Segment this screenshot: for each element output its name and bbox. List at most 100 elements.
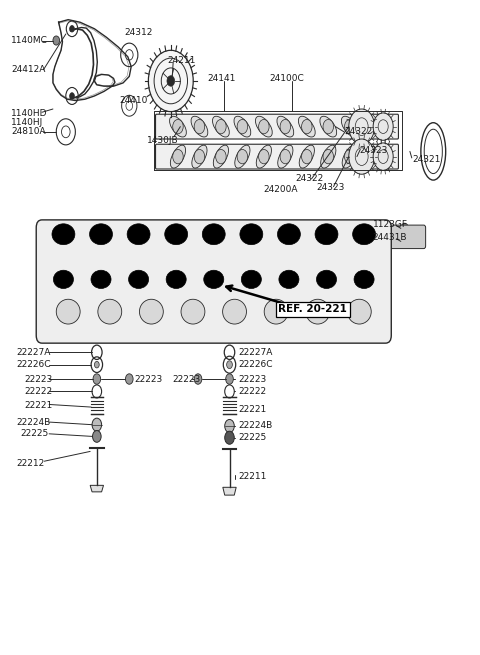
Circle shape bbox=[216, 119, 226, 134]
Circle shape bbox=[237, 149, 248, 164]
Text: 24431B: 24431B bbox=[372, 233, 407, 242]
FancyBboxPatch shape bbox=[36, 220, 391, 343]
Ellipse shape bbox=[223, 299, 246, 324]
Ellipse shape bbox=[299, 145, 314, 168]
Text: 22225: 22225 bbox=[239, 433, 267, 442]
Text: 24322: 24322 bbox=[295, 174, 323, 183]
Text: 22226C: 22226C bbox=[239, 360, 273, 369]
Text: 22225: 22225 bbox=[21, 429, 49, 438]
Text: 22227A: 22227A bbox=[239, 348, 273, 357]
Circle shape bbox=[227, 361, 232, 369]
Circle shape bbox=[125, 374, 133, 384]
Circle shape bbox=[70, 93, 74, 99]
Text: 24141: 24141 bbox=[207, 74, 236, 83]
Circle shape bbox=[345, 149, 355, 164]
Circle shape bbox=[61, 126, 70, 138]
Circle shape bbox=[173, 149, 183, 164]
Ellipse shape bbox=[204, 271, 224, 288]
Circle shape bbox=[92, 418, 102, 431]
Ellipse shape bbox=[256, 145, 272, 168]
Text: 24312: 24312 bbox=[124, 28, 153, 37]
Circle shape bbox=[349, 139, 374, 174]
Ellipse shape bbox=[170, 145, 186, 168]
Ellipse shape bbox=[166, 271, 186, 288]
Text: 1140HD: 1140HD bbox=[11, 109, 48, 118]
Circle shape bbox=[70, 26, 74, 32]
Ellipse shape bbox=[98, 299, 122, 324]
Ellipse shape bbox=[140, 299, 163, 324]
Text: 1123GF: 1123GF bbox=[372, 220, 408, 229]
Text: 22224B: 22224B bbox=[239, 421, 273, 430]
Ellipse shape bbox=[91, 271, 111, 288]
Circle shape bbox=[225, 431, 234, 444]
Ellipse shape bbox=[129, 271, 149, 288]
Circle shape bbox=[93, 374, 101, 384]
Ellipse shape bbox=[321, 145, 336, 168]
Text: 22223: 22223 bbox=[172, 375, 201, 384]
FancyBboxPatch shape bbox=[381, 225, 426, 249]
Text: 1430JB: 1430JB bbox=[147, 136, 179, 145]
FancyBboxPatch shape bbox=[156, 144, 398, 169]
Ellipse shape bbox=[354, 271, 374, 288]
Ellipse shape bbox=[279, 271, 299, 288]
Circle shape bbox=[301, 119, 312, 134]
Ellipse shape bbox=[264, 299, 288, 324]
Circle shape bbox=[226, 374, 233, 384]
Ellipse shape bbox=[56, 299, 80, 324]
Circle shape bbox=[401, 223, 408, 234]
Circle shape bbox=[323, 119, 334, 134]
Ellipse shape bbox=[315, 224, 338, 245]
Text: 22223: 22223 bbox=[24, 375, 52, 384]
Text: 22212: 22212 bbox=[17, 458, 45, 468]
Circle shape bbox=[280, 119, 290, 134]
Ellipse shape bbox=[278, 145, 293, 168]
Circle shape bbox=[93, 430, 101, 442]
Circle shape bbox=[237, 119, 248, 134]
Ellipse shape bbox=[213, 145, 228, 168]
Circle shape bbox=[345, 119, 355, 134]
Ellipse shape bbox=[52, 224, 75, 245]
Circle shape bbox=[148, 50, 193, 111]
Ellipse shape bbox=[299, 116, 315, 137]
Circle shape bbox=[323, 149, 334, 164]
Circle shape bbox=[95, 362, 99, 368]
Ellipse shape bbox=[191, 116, 208, 137]
Circle shape bbox=[173, 119, 183, 134]
Circle shape bbox=[373, 113, 393, 140]
Text: 24200A: 24200A bbox=[263, 185, 298, 194]
Ellipse shape bbox=[165, 224, 188, 245]
Ellipse shape bbox=[192, 145, 207, 168]
Text: 22222: 22222 bbox=[239, 387, 267, 396]
Text: 24323: 24323 bbox=[316, 183, 345, 193]
Circle shape bbox=[259, 119, 269, 134]
Circle shape bbox=[373, 143, 393, 170]
Circle shape bbox=[259, 149, 269, 164]
Text: 22222: 22222 bbox=[24, 387, 52, 396]
Text: 24410: 24410 bbox=[120, 96, 148, 105]
Text: 22211: 22211 bbox=[239, 472, 267, 481]
Text: 1140MC: 1140MC bbox=[11, 36, 48, 45]
Ellipse shape bbox=[341, 116, 358, 137]
Ellipse shape bbox=[277, 224, 300, 245]
Circle shape bbox=[349, 109, 374, 144]
Circle shape bbox=[216, 149, 226, 164]
Circle shape bbox=[194, 374, 202, 384]
Text: 24323: 24323 bbox=[360, 145, 388, 155]
Text: 22227A: 22227A bbox=[17, 348, 51, 357]
Ellipse shape bbox=[202, 224, 225, 245]
Polygon shape bbox=[90, 485, 104, 492]
Ellipse shape bbox=[90, 224, 112, 245]
Text: 24321: 24321 bbox=[413, 155, 441, 164]
Ellipse shape bbox=[127, 224, 150, 245]
Text: 22226C: 22226C bbox=[17, 360, 51, 369]
Ellipse shape bbox=[255, 116, 272, 137]
Text: 24211: 24211 bbox=[168, 56, 196, 65]
Circle shape bbox=[167, 76, 175, 86]
Ellipse shape bbox=[353, 224, 375, 245]
Ellipse shape bbox=[348, 299, 371, 324]
Circle shape bbox=[53, 36, 60, 45]
Text: 22221: 22221 bbox=[239, 405, 267, 413]
Ellipse shape bbox=[316, 271, 336, 288]
Circle shape bbox=[194, 149, 204, 164]
Ellipse shape bbox=[235, 145, 250, 168]
